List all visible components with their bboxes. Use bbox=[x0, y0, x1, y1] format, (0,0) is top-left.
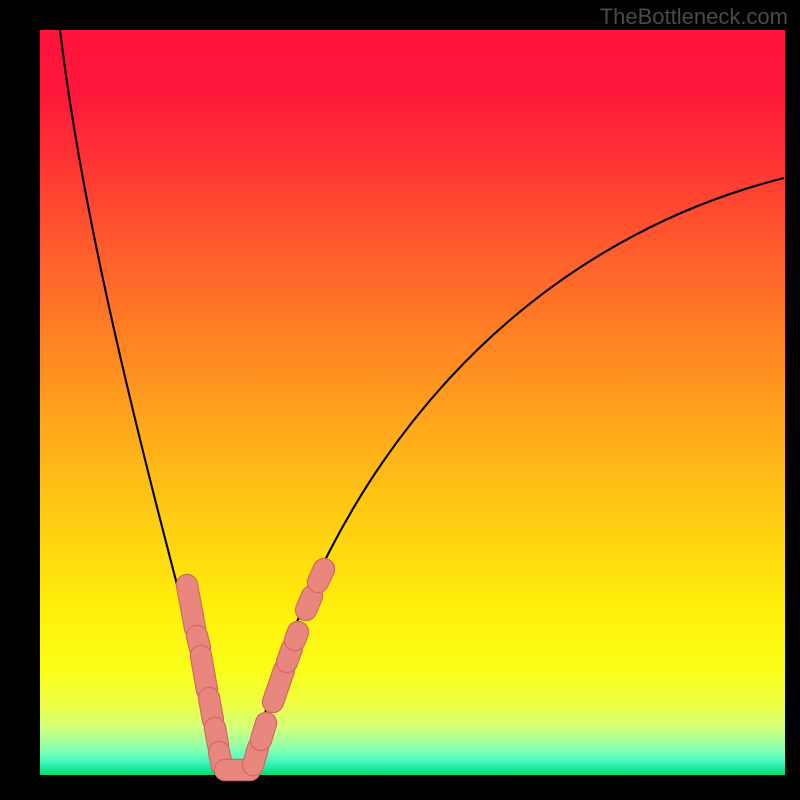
chart-stage: TheBottleneck.com bbox=[0, 0, 800, 800]
data-marker bbox=[318, 569, 324, 582]
data-marker bbox=[201, 656, 207, 690]
data-marker bbox=[261, 723, 266, 740]
data-marker bbox=[209, 698, 213, 720]
data-marker bbox=[273, 670, 284, 702]
data-marker bbox=[306, 596, 312, 610]
bottleneck-curve-chart bbox=[0, 0, 800, 800]
data-marker bbox=[187, 585, 195, 628]
plot-background bbox=[40, 30, 785, 775]
data-marker bbox=[295, 632, 298, 640]
watermark-text: TheBottleneck.com bbox=[600, 4, 788, 30]
